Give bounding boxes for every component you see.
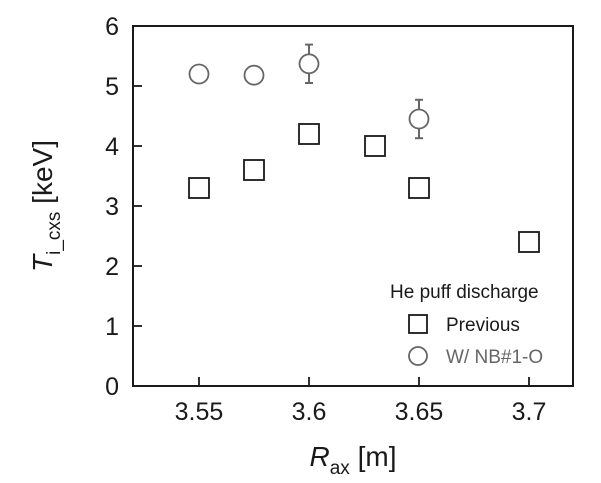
x-tick-label: 3.7: [512, 398, 547, 426]
y-tick-label: 4: [105, 133, 119, 161]
y-tick-label: 5: [105, 73, 119, 101]
x-tick-label: 3.65: [395, 398, 444, 426]
legend-entry-nb1o: W/ NB#1-O: [446, 347, 543, 368]
legend-square-marker: [408, 314, 428, 334]
legend: He puff discharge Previous W/ NB#1-O: [390, 282, 543, 368]
x-axis-ticks: 3.55 3.6 3.65 3.7: [175, 377, 547, 426]
x-axis-label-unit: [m]: [350, 441, 397, 472]
nb1o-circle-marker: [298, 53, 320, 75]
y-tick-label: 0: [105, 373, 119, 401]
x-tick-label: 3.55: [175, 398, 224, 426]
nb1o-circle-marker: [243, 64, 265, 86]
y-tick-label: 6: [105, 13, 119, 41]
y-axis-label-sub: i_cxs: [44, 212, 65, 255]
y-axis-label-unit: [keV]: [27, 140, 58, 212]
legend-title: He puff discharge: [390, 282, 539, 303]
previous-square-marker: [518, 231, 540, 253]
nb1o-circle-marker: [188, 63, 210, 85]
nb1o-circle-marker: [408, 108, 430, 130]
x-tick-label: 3.6: [292, 398, 327, 426]
y-tick-label: 3: [105, 193, 119, 221]
x-axis-label-sub: ax: [330, 458, 351, 479]
y-tick-label: 1: [105, 313, 119, 341]
y-axis-label: Ti_cxs [keV]: [27, 140, 65, 272]
y-axis-ticks: 0 1 2 3 4 5 6: [105, 13, 142, 401]
previous-square-marker: [188, 177, 210, 199]
previous-square-marker: [408, 177, 430, 199]
y-tick-label: 2: [105, 253, 119, 281]
previous-square-marker: [298, 123, 320, 145]
data-marks: [188, 43, 540, 253]
previous-square-marker: [243, 159, 265, 181]
previous-square-marker: [364, 135, 386, 157]
y-axis-label-main: T: [27, 253, 58, 272]
x-axis-label-main: R: [310, 441, 330, 472]
legend-entry-previous: Previous: [446, 315, 520, 336]
legend-circle-marker: [408, 346, 428, 366]
x-axis-label: Rax [m]: [310, 441, 397, 479]
